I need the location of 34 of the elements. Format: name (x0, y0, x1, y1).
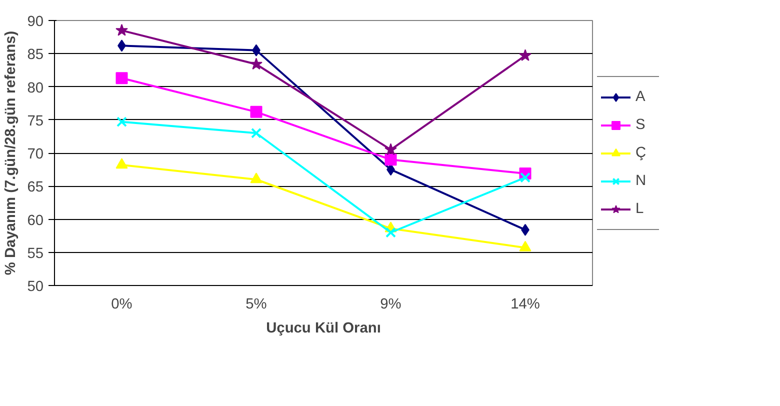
point (520, 172, 530, 183)
x-tick-label: 5% (246, 296, 267, 312)
point (251, 128, 262, 138)
legend-label: A (636, 88, 646, 104)
point (250, 58, 262, 70)
y-tick-label: 80 (27, 80, 44, 96)
y-tick-label: 60 (27, 212, 44, 229)
point (116, 116, 127, 128)
y-tick-label: 85 (27, 47, 44, 64)
point (250, 106, 262, 118)
x-axis-title: Uçucu Kül Oranı (266, 320, 381, 336)
y-tick-label: 70 (27, 146, 44, 162)
point (519, 240, 532, 252)
y-tick-label: 65 (27, 180, 44, 196)
y-tick-label: 55 (27, 246, 44, 262)
point (384, 143, 397, 156)
point (386, 227, 396, 238)
legend-label: Ç (636, 144, 648, 160)
point (519, 49, 532, 61)
y-axis-title: % Dayanım (7.gün/28.gün referans) (3, 30, 20, 276)
x-tick-label: 0% (111, 296, 132, 312)
point (384, 154, 397, 166)
x-tick-label: 9% (380, 296, 402, 312)
point (116, 72, 128, 84)
legend-label: L (636, 200, 645, 216)
y-tick-label: 50 (27, 279, 44, 295)
y-tick-label: 90 (27, 14, 44, 30)
x-tick-label: 14% (510, 296, 540, 312)
point (250, 172, 262, 184)
y-tick-label: 75 (27, 113, 44, 130)
legend-label: N (636, 172, 648, 188)
point (116, 24, 128, 36)
legend-label: S (636, 116, 646, 132)
point (116, 158, 128, 169)
